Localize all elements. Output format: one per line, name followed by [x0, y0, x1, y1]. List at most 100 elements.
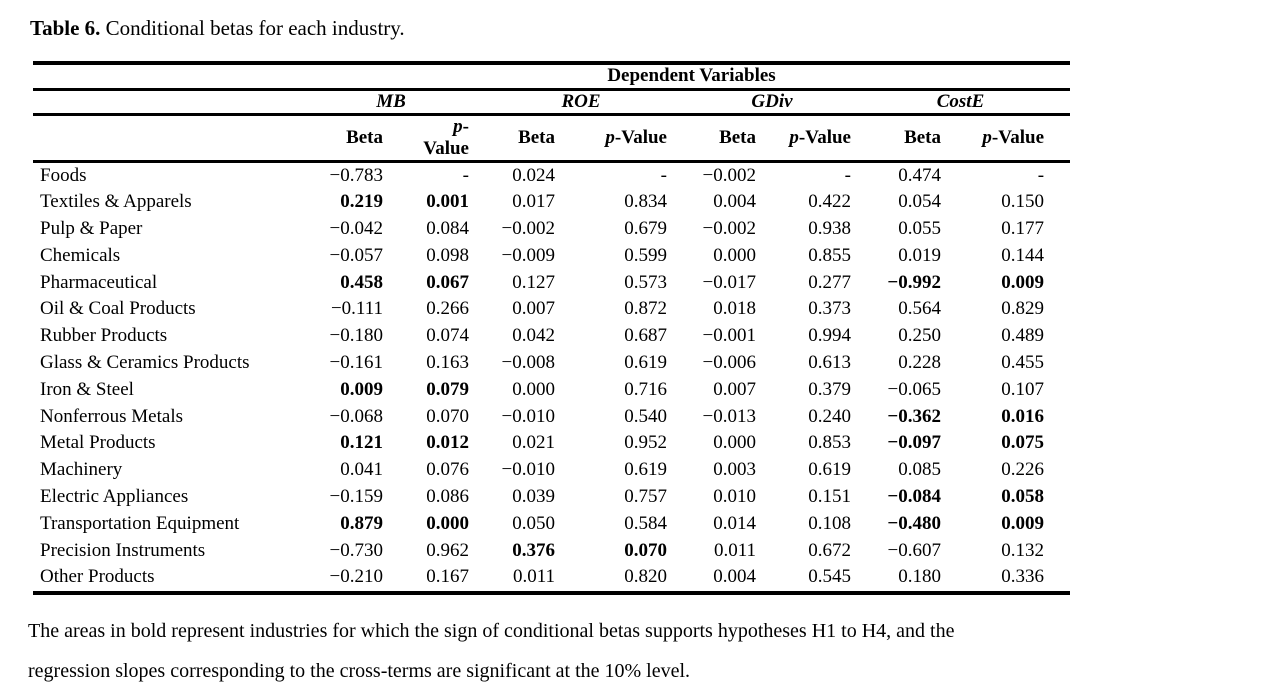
industry-cell: Transportation Equipment	[40, 512, 240, 534]
value-cell: 0.009	[1001, 512, 1045, 534]
value-cell: −0.002	[702, 164, 756, 186]
table-row: Metal Products 0.121 0.012 0.021 0.952 0.000 0…	[33, 430, 1070, 457]
industry-cell: Oil & Coal Products	[40, 298, 196, 320]
group-header-row: MB ROE GDiv CostE	[33, 89, 1071, 114]
value-cell: 0.489	[1001, 325, 1045, 347]
table-footnote: The areas in bold represent industries f…	[28, 611, 1254, 685]
industry-cell: Chemicals	[40, 244, 121, 266]
value-cell: 0.098	[426, 244, 469, 266]
p-value-suffix: -Value	[423, 115, 469, 159]
table-row: Pharmaceutical 0.458 0.067 0.127 0.573 −0.017…	[33, 270, 1070, 297]
value-cell: 0.151	[808, 486, 851, 508]
dependent-variables-header: Dependent Variables	[607, 65, 776, 87]
value-cell: 0.679	[624, 218, 667, 240]
group-header-roe: ROE	[561, 90, 601, 112]
table-body: Foods −0.783 - 0.024 - −0.002 - 0.474 - Textiles …	[33, 161, 1070, 593]
p-value-header-coste: p-Value	[967, 114, 1070, 161]
p-symbol: p	[605, 126, 615, 148]
value-cell: 0.250	[898, 325, 941, 347]
value-cell: 0.011	[713, 539, 756, 561]
value-cell: 0.879	[340, 512, 383, 534]
value-cell: 0.455	[1001, 352, 1045, 374]
span-header-row: Dependent Variables	[33, 63, 1071, 89]
value-cell: 0.855	[808, 244, 851, 266]
value-cell: 0.004	[713, 191, 756, 213]
value-cell: 0.336	[1001, 566, 1045, 588]
value-cell: −0.013	[702, 405, 756, 427]
value-cell: 0.019	[898, 244, 941, 266]
table-row: Textiles & Apparels 0.219 0.001 0.017 0.834 0…	[33, 189, 1070, 216]
value-cell: 0.994	[808, 325, 851, 347]
value-cell: 0.039	[512, 486, 555, 508]
table-number: Table 6.	[30, 16, 101, 40]
p-value-header-mb: p-Value	[409, 114, 495, 161]
value-cell: −0.001	[702, 325, 756, 347]
value-cell: −0.068	[329, 405, 383, 427]
value-cell: 0.016	[1001, 405, 1045, 427]
value-cell: −0.362	[887, 405, 941, 427]
industry-cell: Machinery	[40, 459, 123, 481]
value-cell: 0.422	[808, 191, 851, 213]
value-cell: 0.018	[713, 298, 756, 320]
footnote-line-1: The areas in bold represent industries f…	[28, 620, 955, 643]
value-cell: 0.085	[898, 459, 941, 481]
value-cell: 0.070	[624, 539, 667, 561]
industry-cell: Nonferrous Metals	[40, 405, 183, 427]
group-header-gdiv: GDiv	[751, 90, 793, 112]
value-cell: 0.716	[624, 378, 667, 400]
industry-cell: Precision Instruments	[40, 539, 206, 561]
value-cell: −0.006	[702, 352, 756, 374]
value-cell: 0.962	[426, 539, 469, 561]
table-row: Machinery 0.041 0.076 −0.010 0.619 0.003 0.619…	[33, 457, 1070, 484]
p-symbol: p	[453, 115, 463, 137]
value-cell: 0.619	[624, 459, 667, 481]
value-cell: 0.003	[713, 459, 756, 481]
value-cell: 0.014	[713, 512, 756, 534]
value-cell: 0.872	[624, 298, 667, 320]
value-cell: −0.480	[887, 512, 941, 534]
value-cell: 0.076	[426, 459, 469, 481]
value-cell: 0.074	[426, 325, 469, 347]
value-cell: −0.992	[887, 271, 941, 293]
value-cell: 0.086	[426, 486, 469, 508]
value-cell: −0.010	[501, 459, 555, 481]
value-cell: 0.000	[426, 512, 469, 534]
value-cell: 0.545	[808, 566, 851, 588]
value-cell: −0.008	[501, 352, 555, 374]
value-cell: 0.619	[808, 459, 851, 481]
value-cell: 0.012	[426, 432, 469, 454]
value-cell: 0.075	[1001, 432, 1045, 454]
value-cell: −0.180	[329, 325, 383, 347]
industry-cell: Foods	[40, 164, 87, 186]
value-cell: −0.730	[329, 539, 383, 561]
industry-cell: Iron & Steel	[40, 378, 134, 400]
value-cell: 0.004	[713, 566, 756, 588]
value-cell: 0.007	[512, 298, 555, 320]
value-cell: 0.540	[624, 405, 667, 427]
value-cell: 0.672	[808, 539, 851, 561]
value-cell: −0.057	[329, 244, 383, 266]
value-cell: 0.011	[512, 566, 555, 588]
value-cell: 0.108	[808, 512, 851, 534]
value-cell: −0.607	[887, 539, 941, 561]
value-cell: −0.002	[501, 218, 555, 240]
value-cell: 0.009	[1001, 271, 1045, 293]
table-caption: Conditional betas for each industry.	[100, 16, 405, 40]
value-cell: 0.084	[426, 218, 469, 240]
value-cell: −0.065	[887, 378, 941, 400]
table-row: Electric Appliances −0.159 0.086 0.039 0.757…	[33, 484, 1070, 511]
beta-header-roe: Beta	[518, 126, 555, 148]
value-cell: −0.097	[887, 432, 941, 454]
table-row: Iron & Steel 0.009 0.079 0.000 0.716 0.007 0.3…	[33, 377, 1070, 404]
industry-header-spacer	[33, 114, 313, 161]
beta-header-coste: Beta	[904, 126, 941, 148]
sub-header-row: Beta p-Value Beta p-Value Beta p-Value B…	[33, 114, 1071, 161]
value-cell: 0.000	[713, 244, 756, 266]
value-cell: 0.757	[624, 486, 667, 508]
value-cell: 0.938	[808, 218, 851, 240]
p-value-header-gdiv: p-Value	[782, 114, 877, 161]
value-cell: -	[844, 164, 851, 186]
value-cell: −0.009	[501, 244, 555, 266]
value-cell: 0.163	[426, 352, 469, 374]
